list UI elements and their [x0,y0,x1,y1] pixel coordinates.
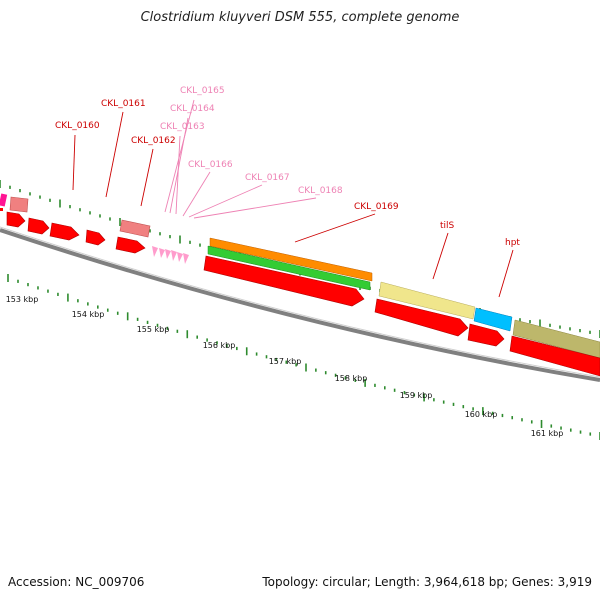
inner-tick-ring [7,274,600,440]
genome-backbone-highlight [0,226,600,378]
rrna-band-green[interactable] [207,245,371,291]
gene-leader-line [140,148,154,207]
hypothetical-genes [152,246,189,264]
gene-label[interactable]: CKL_0164 [170,104,215,114]
hypothetical-arrow[interactable] [165,249,171,259]
gene-label[interactable]: tilS [440,221,455,231]
gene-arrow[interactable] [467,323,505,347]
gene-label[interactable]: CKL_0168 [298,186,343,196]
gene-leader-line [432,232,449,280]
gene-label-layer: CKL_0160 CKL_0161 CKL_0162 CKL_0165 CKL_0164… [55,86,520,298]
gene-label[interactable]: CKL_0160 [55,121,100,131]
genome-backbone [0,228,600,382]
gene-label[interactable]: CKL_0162 [131,136,176,146]
gene-label[interactable]: CKL_0165 [180,86,225,96]
kbp-tick-label: 155 kbp [137,325,170,334]
hypothetical-arrow[interactable] [171,250,177,261]
kbp-tick-label: 160 kbp [465,410,498,419]
gene-feature-pink-box[interactable] [9,196,29,213]
gene-feature-pink-box[interactable] [119,219,151,238]
gene-arrow[interactable] [115,236,146,254]
genome-summary-text: Topology: circular; Length: 3,964,618 bp… [262,575,592,589]
gene-arrow-long[interactable] [203,255,365,307]
kbp-tick-label: 154 kbp [72,310,105,319]
gene-leader-line [169,117,189,214]
kbp-tick-label: 157 kbp [269,357,302,366]
gene-arrow[interactable] [85,229,106,246]
kbp-tick-label: 161 kbp [531,429,564,438]
feature-cyan[interactable] [473,307,513,332]
hypothetical-arrow[interactable] [152,246,158,257]
kbp-label-layer: 153 kbp 154 kbp 155 kbp 156 kbp 157 kbp 158 k… [6,295,564,438]
kbp-tick-label: 158 kbp [335,374,368,383]
gene-arrow[interactable] [509,335,600,377]
feature-olive[interactable] [512,319,600,359]
gene-leader-line [498,249,514,298]
gene-arrow[interactable] [27,217,50,235]
gene-leader-line [182,171,211,217]
accession-text: Accession: NC_009706 [8,575,145,589]
map-title: Clostridium kluyveri DSM 555, complete g… [140,10,460,25]
gene-arrow[interactable] [0,208,3,211]
gene-label[interactable]: CKL_0163 [160,122,205,132]
gene-leader-line [105,111,124,198]
gene-label[interactable]: CKL_0169 [354,202,399,212]
gene-leader-line [294,213,376,243]
hypothetical-arrow[interactable] [183,253,189,264]
gene-arrow[interactable] [374,298,469,337]
gene-label[interactable]: CKL_0166 [188,160,233,170]
gene-leader-line [193,197,317,219]
kbp-tick-label: 153 kbp [6,295,39,304]
hypothetical-arrow[interactable] [177,252,183,262]
kbp-tick-label: 159 kbp [400,391,433,400]
gene-leader-line [164,99,195,213]
rrna-band-orange[interactable] [209,237,373,282]
hypothetical-arrow[interactable] [159,248,165,258]
gene-leader-line [175,135,181,215]
trna-band-yellow[interactable] [378,281,476,320]
gene-label[interactable]: CKL_0167 [245,173,290,183]
gene-label[interactable]: CKL_0161 [101,99,146,109]
gene-arrow[interactable] [6,211,26,228]
kbp-tick-label: 156 kbp [203,341,236,350]
gene-leader-line [188,184,263,218]
gene-leader-line [72,134,76,191]
gene-label[interactable]: hpt [505,238,520,248]
gene-arrow[interactable] [49,222,80,241]
gene-feature-magenta[interactable] [0,193,8,207]
